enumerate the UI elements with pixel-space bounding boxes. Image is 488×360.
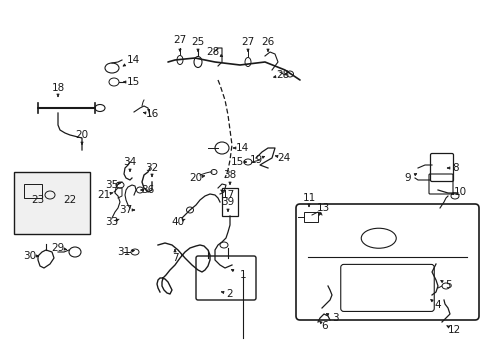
- Text: 31: 31: [117, 247, 130, 257]
- Text: 30: 30: [23, 251, 37, 261]
- Text: 4: 4: [434, 300, 440, 310]
- Text: 2: 2: [226, 289, 233, 299]
- Text: 19: 19: [249, 155, 262, 165]
- Bar: [304, 212, 317, 222]
- Text: 28: 28: [276, 70, 289, 80]
- Text: 24: 24: [277, 153, 290, 163]
- Bar: [24, 184, 42, 198]
- Text: 20: 20: [189, 173, 202, 183]
- Text: 3: 3: [331, 313, 338, 323]
- Text: 36: 36: [141, 185, 154, 195]
- Text: 18: 18: [51, 83, 64, 93]
- Bar: [222, 188, 238, 216]
- Text: 14: 14: [235, 143, 248, 153]
- Text: 12: 12: [447, 325, 460, 335]
- Text: 28: 28: [206, 47, 219, 57]
- Text: 35: 35: [105, 180, 119, 190]
- Text: 15: 15: [230, 157, 243, 167]
- Text: 10: 10: [452, 187, 466, 197]
- Text: 22: 22: [63, 195, 77, 205]
- Text: 25: 25: [191, 37, 204, 47]
- Text: 13: 13: [316, 203, 329, 213]
- Text: 39: 39: [221, 197, 234, 207]
- Text: 21: 21: [97, 190, 110, 200]
- Text: 7: 7: [171, 253, 178, 263]
- Text: 16: 16: [145, 109, 158, 119]
- Text: 29: 29: [51, 243, 64, 253]
- Text: 17: 17: [221, 190, 234, 200]
- Text: 37: 37: [119, 205, 132, 215]
- Text: 23: 23: [31, 195, 44, 205]
- Text: 9: 9: [404, 173, 410, 183]
- Text: 26: 26: [261, 37, 274, 47]
- Text: 33: 33: [105, 217, 119, 227]
- Text: 5: 5: [444, 280, 450, 290]
- Text: 20: 20: [75, 130, 88, 140]
- Text: 8: 8: [452, 163, 458, 173]
- Text: 14: 14: [126, 55, 140, 65]
- Text: 40: 40: [171, 217, 184, 227]
- Text: 32: 32: [145, 163, 158, 173]
- Text: 27: 27: [241, 37, 254, 47]
- Text: 6: 6: [321, 321, 327, 331]
- Bar: [14, 172, 90, 234]
- Text: 38: 38: [223, 170, 236, 180]
- Text: 15: 15: [126, 77, 140, 87]
- Text: 27: 27: [173, 35, 186, 45]
- Text: 1: 1: [239, 270, 246, 280]
- Text: 34: 34: [123, 157, 136, 167]
- Text: 11: 11: [302, 193, 315, 203]
